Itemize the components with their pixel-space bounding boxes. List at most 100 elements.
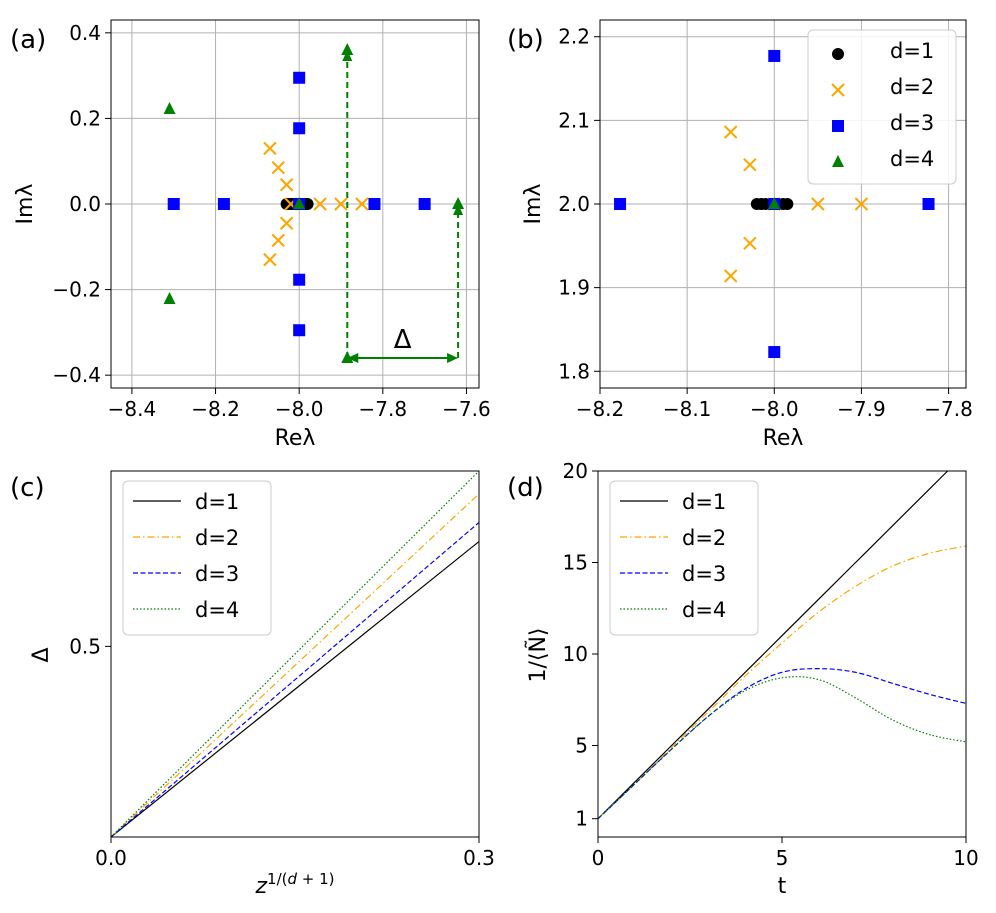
panel-b-point-1-1 — [743, 157, 757, 172]
panel-c-xlabel-exponent: 1/(d + 1) — [267, 870, 334, 888]
panel-a-marks: Δ — [163, 42, 465, 364]
delta-annotation: Δ — [342, 49, 464, 364]
panel-b-xtick-label-2: −8.0 — [750, 397, 799, 421]
panel-d-legend-label-3: d=4 — [682, 598, 726, 622]
panel-b-legend: d=1 d=2 d=3 d=4 — [807, 29, 957, 185]
panel-a-ylabel: Imλ — [13, 184, 38, 225]
panel-d-legend: d=1 d=2 d=3 d=4 — [609, 480, 759, 636]
panel-b-xtick-label-4: −7.8 — [924, 397, 973, 421]
panel-a-ytick-label-3: 0.2 — [69, 106, 101, 130]
panel-b-series-d=4 — [768, 197, 781, 209]
panel-d-xtick-label-1: 5 — [776, 846, 789, 870]
panel-d-ytick-label-4: 20 — [563, 459, 588, 483]
panel-b-point-1-4 — [811, 197, 825, 211]
panel-a-point-2-2 — [293, 71, 306, 84]
panel-c-line-d=2 — [111, 493, 479, 837]
panel-c-xtick-label-1: 0.3 — [463, 846, 495, 870]
panel-a: Δ −8.4 −8.2 −8.0 −7.8 −7.6−0.4−0.20.00.20.4 … — [10, 19, 491, 451]
delta-label: Δ — [394, 325, 412, 355]
panel-a-xtick-label-2: −8.0 — [275, 397, 324, 421]
panel-a-point-2-8 — [418, 198, 431, 210]
panel-a-xtick-label-0: −8.4 — [108, 397, 157, 421]
panel-c-line-d=3 — [111, 522, 479, 837]
panel-b-point-3-0 — [768, 197, 781, 209]
panel-b-point-2-2 — [768, 49, 781, 62]
panel-b-xtick-label-0: −8.2 — [576, 397, 625, 421]
panel-d-ylabel: 1/⟨Ñ⟩ — [524, 627, 551, 682]
panel-d-line-d=4 — [598, 676, 966, 820]
panel-d-legend-box — [609, 480, 759, 636]
panel-a-point-1-9 — [355, 197, 369, 211]
panel-a-xlabel: Reλ — [275, 426, 316, 451]
panel-d-line-d=1 — [598, 471, 949, 820]
panel-c-marks — [111, 471, 479, 837]
panel-a-ticks: −8.4 −8.2 −8.0 −7.8 −7.6 −0.4 −0.2 0.0 0.2 0.4 — [52, 21, 490, 421]
panel-a-xtick-label-1: −8.2 — [191, 397, 240, 421]
panel-a-ytick-label-2: 0.0 — [69, 192, 101, 216]
panel-d-ytick-label-0: 1 — [575, 807, 588, 831]
panel-b-ytick-label-1: 1.9 — [558, 276, 590, 300]
panel-b-ytick-label-4: 2.2 — [558, 25, 590, 49]
panel-c-xtick-label-0: 0.0 — [95, 846, 127, 870]
panel-b-point-2-0 — [614, 198, 627, 210]
panel-a-point-3-3 — [341, 351, 354, 364]
panel-a-point-2-5 — [293, 324, 306, 337]
panel-b-legend-marker-1 — [831, 83, 845, 97]
panel-b-legend-marker-3 — [832, 155, 844, 167]
delta-vertical-arrowhead-right — [453, 204, 464, 215]
panel-c-legend-label-0: d=1 — [195, 490, 239, 514]
delta-vertical-arrowhead-left — [342, 49, 353, 61]
panel-b-marks — [614, 49, 935, 359]
panel-a-point-1-7 — [313, 197, 327, 211]
panel-d-ytick-label-1: 5 — [575, 734, 588, 758]
panel-c-line-d=1 — [111, 541, 479, 837]
delta-arrowhead-left — [347, 353, 359, 364]
panel-d-legend-label-2: d=3 — [682, 562, 726, 586]
panel-b-label: (b) — [507, 25, 544, 55]
panel-b-point-1-0 — [724, 125, 738, 139]
panel-c-ylabel: Δ — [29, 647, 54, 662]
panel-d-ytick-label-2: 10 — [563, 642, 588, 666]
panel-c-legend: d=1 d=2 d=3 d=4 — [122, 480, 272, 636]
panel-d-legend-label-0: d=1 — [682, 490, 726, 514]
panel-c-legend-box — [122, 480, 272, 636]
panel-b-xlabel: Reλ — [763, 426, 804, 451]
panel-b-legend-label-2: d=3 — [890, 111, 934, 135]
panel-a-series-d=3 — [167, 71, 431, 337]
panel-a-ytick-label-0: −0.4 — [52, 363, 101, 387]
panel-a-series-d=2 — [263, 141, 369, 267]
panel-b-ytick-label-0: 1.8 — [558, 359, 590, 383]
panel-a-point-2-3 — [293, 122, 306, 135]
panel-a-point-3-1 — [163, 291, 176, 304]
panel-d-line-d=3 — [598, 668, 966, 820]
panel-a-point-1-6 — [263, 252, 277, 267]
panel-a-point-3-5 — [293, 197, 306, 209]
panel-d-xlabel: t — [778, 874, 787, 899]
panel-a-point-2-7 — [368, 198, 381, 210]
panel-c-ytick-label-0: 0.5 — [69, 634, 101, 658]
panel-b-legend-marker-2 — [832, 120, 844, 132]
panel-c-label: (c) — [10, 473, 45, 503]
panel-a-point-2-4 — [293, 273, 306, 286]
panel-c-line-d=4 — [111, 471, 479, 837]
panel-a-point-1-4 — [279, 216, 294, 230]
panel-b: −8.2 −8.1 −8.0 −7.9 −7.81.81.92.02.12.2 d=1d… — [507, 19, 973, 451]
panel-a-xtick-label-3: −7.8 — [359, 397, 408, 421]
panel-d-ytick-label-3: 15 — [563, 551, 588, 575]
delta-arrowhead-right — [447, 353, 459, 364]
panel-a-ytick-label-4: 0.4 — [69, 21, 101, 45]
panel-b-point-0-7 — [781, 198, 794, 210]
panel-b-legend-label-3: d=4 — [890, 147, 934, 171]
panel-b-ytick-label-3: 2.1 — [558, 108, 590, 132]
panel-b-ytick-label-2: 2.0 — [558, 192, 590, 216]
panel-b-legend-label-1: d=2 — [890, 75, 934, 99]
panel-b-legend-marker-0 — [832, 48, 844, 60]
panel-b-xtick-label-1: −8.1 — [663, 397, 712, 421]
panel-d-label: (d) — [507, 473, 544, 503]
panel-a-point-3-2 — [341, 42, 354, 55]
panel-a-point-3-0 — [163, 102, 176, 115]
panel-b-point-2-3 — [768, 346, 781, 359]
panel-d-xtick-label-2: 10 — [953, 846, 978, 870]
panel-d-marks — [598, 471, 966, 820]
